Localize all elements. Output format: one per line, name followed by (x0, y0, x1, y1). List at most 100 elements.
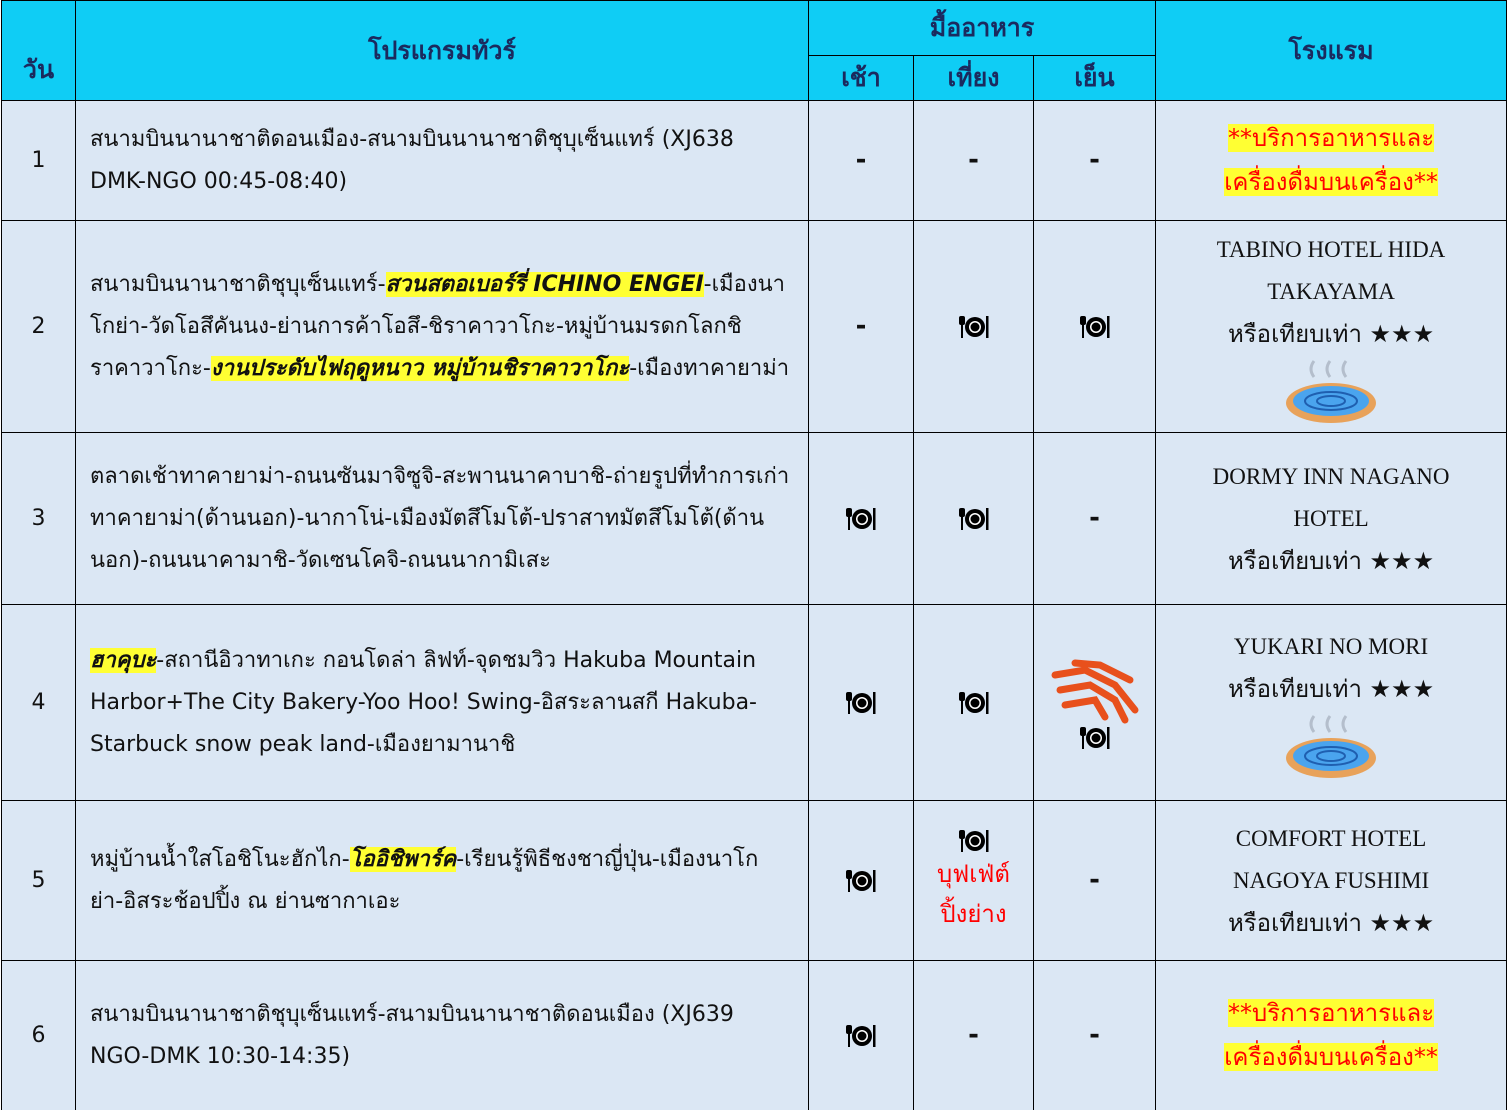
day-cell: 5 (1, 800, 76, 961)
itinerary-row: 4 ฮาคุบะ-สถานีอิวาทาเกะ กอนโดล่า ลิฟท์-จุ… (1, 604, 1507, 801)
meal-cell: - (1032, 960, 1157, 1110)
meal-icon (846, 1024, 876, 1047)
hotel-cell: **บริการอาหารและเครื่องดื่มบนเครื่อง** (1155, 100, 1507, 221)
program-cell: สนามบินนานาชาติชุบุเซ็นแทร์-สวนสตอเบอร์ร… (75, 220, 809, 433)
program-header: โปรแกรมทัวร์ (75, 0, 809, 101)
hotel-note: เครื่องดื่มบนเครื่อง** (1224, 167, 1438, 196)
program-cell: สนามบินนานาชาติชุบุเซ็นแทร์-สนามบินนานาช… (75, 960, 809, 1110)
hotel-note-line: **บริการอาหารและ (1156, 992, 1506, 1036)
hotel-name: YUKARI NO MORI (1233, 633, 1429, 659)
crab-image (1051, 659, 1139, 723)
program-text: -เมืองทาคายาม่า (629, 355, 790, 381)
meal-dash: - (1089, 502, 1100, 533)
meal-cell (808, 800, 914, 961)
program-text: ตลาดเช้าทาคายาม่า-ถนนซันมาจิซูจิ-สะพานนา… (90, 463, 790, 573)
hotel-cell: **บริการอาหารและเครื่องดื่มบนเครื่อง** (1155, 960, 1507, 1110)
itinerary-row: 1 สนามบินนานาชาติดอนเมือง-สนามบินนานาชาติ… (1, 100, 1507, 221)
meal-cell: - (1032, 100, 1157, 221)
meal-cell: บุฟเฟ่ต์ปิ้งย่าง (913, 800, 1034, 961)
meal-dash: - (1089, 1019, 1100, 1050)
hotel-cell: TABINO HOTEL HIDA TAKAYAMA หรือเทียบเท่า … (1155, 220, 1507, 433)
day-cell: 3 (1, 432, 76, 605)
hotel-cell: COMFORT HOTEL NAGOYA FUSHIMI หรือเทียบเท่… (1155, 800, 1507, 961)
hotel-rating: หรือเทียบเท่า ★★★ (1227, 908, 1435, 937)
program-cell: ฮาคุบะ-สถานีอิวาทาเกะ กอนโดล่า ลิฟท์-จุด… (75, 604, 809, 801)
program-highlight: โออิชิพาร์ค (349, 846, 457, 872)
meal-icon (958, 315, 988, 338)
onsen-icon (1286, 714, 1377, 778)
meal-dash: - (1089, 864, 1100, 895)
meal-icon (846, 507, 876, 530)
meal-cell (913, 220, 1034, 433)
program-text: หมู่บ้านน้ำใสโอชิโนะฮักไก- (90, 846, 350, 872)
meal-cell: - (1032, 800, 1157, 961)
hotel-header: โรงแรม (1155, 0, 1507, 101)
meal-icon (958, 507, 988, 530)
program-text: -เมืองนาโกย่า-วัดโอสึคันนง-ย่านการค้าโอส… (90, 271, 785, 381)
meal-cell: - (808, 220, 914, 433)
program-text: สนามบินนานาชาติชุบุเซ็นแทร์- (90, 271, 386, 297)
day-cell: 2 (1, 220, 76, 433)
hotel-name: COMFORT HOTEL NAGOYA FUSHIMI (1232, 825, 1430, 893)
lunch-header: เที่ยง (913, 55, 1034, 101)
program-cell: สนามบินนานาชาติดอนเมือง-สนามบินนานาชาติช… (75, 100, 809, 221)
program-highlight: ฮาคุบะ (90, 647, 157, 673)
meal-dash: - (1089, 144, 1100, 175)
hotel-name: DORMY INN NAGANO HOTEL (1212, 463, 1450, 531)
meal-icon (958, 829, 988, 852)
hotel-note: เครื่องดื่มบนเครื่อง** (1224, 1042, 1438, 1071)
day-cell: 4 (1, 604, 76, 801)
meal-note: บุฟเฟ่ต์ (936, 859, 1010, 888)
meal-icon (1079, 726, 1110, 749)
dinner-header: เย็น (1032, 55, 1157, 101)
hotel-note: **บริการอาหารและ (1227, 123, 1435, 152)
hotel-rating: หรือเทียบเท่า ★★★ (1227, 546, 1435, 575)
table-body: 1 สนามบินนานาชาติดอนเมือง-สนามบินนานาชาติ… (1, 100, 1507, 1110)
itinerary-row: 2 สนามบินนานาชาติชุบุเซ็นแทร์-สวนสตอเบอร์… (1, 220, 1507, 433)
program-cell: หมู่บ้านน้ำใสโอชิโนะฮักไก-โออิชิพาร์ค-เร… (75, 800, 809, 961)
itinerary-row: 3 ตลาดเช้าทาคายาม่า-ถนนซันมาจิซูจิ-สะพานน… (1, 432, 1507, 605)
program-text: สนามบินนานาชาติชุบุเซ็นแทร์-สนามบินนานาช… (90, 1001, 734, 1069)
hotel-name: TABINO HOTEL HIDA TAKAYAMA (1216, 236, 1446, 304)
meal-icon (846, 869, 876, 892)
meal-dash: - (855, 310, 867, 341)
meal-cell (808, 604, 914, 801)
hotel-note-line: เครื่องดื่มบนเครื่อง** (1156, 1036, 1506, 1080)
meal-dash: - (968, 144, 979, 175)
hotel-cell: DORMY INN NAGANO HOTEL หรือเทียบเท่า ★★★ (1155, 432, 1507, 605)
meal-cell (1032, 220, 1157, 433)
program-text: สนามบินนานาชาติดอนเมือง-สนามบินนานาชาติช… (90, 126, 734, 194)
day-header: วัน (1, 0, 76, 101)
itinerary-row: 6 สนามบินนานาชาติชุบุเซ็นแทร์-สนามบินนานา… (1, 960, 1507, 1110)
meal-cell (808, 960, 914, 1110)
hotel-cell: YUKARI NO MORI หรือเทียบเท่า ★★★ (1155, 604, 1507, 801)
day-cell: 6 (1, 960, 76, 1110)
meal-cell (913, 604, 1034, 801)
program-text: -เรียนรู้พิธีชงชาญี่ปุ่น-เมืองนาโกย่า-อิ… (90, 846, 759, 914)
hotel-note-line: เครื่องดื่มบนเครื่อง** (1156, 161, 1506, 205)
program-highlight: สวนสตอเบอร์รี่ ICHINO ENGEI (385, 271, 704, 297)
hotel-note-line: **บริการอาหารและ (1156, 117, 1506, 161)
meal-cell: - (913, 960, 1034, 1110)
meal-icon (846, 691, 876, 714)
meal-note: ปิ้งย่าง (940, 899, 1007, 928)
meal-icon (958, 691, 988, 714)
meal-cell (1032, 604, 1157, 801)
meal-icon (1079, 315, 1110, 338)
program-highlight: งานประดับไฟฤดูหนาว หมู่บ้านชิราคาวาโกะ (210, 355, 630, 381)
meal-dash: - (855, 144, 867, 175)
hotel-note: **บริการอาหารและ (1227, 998, 1435, 1027)
meal-cell: - (913, 100, 1034, 221)
itinerary-row: 5 หมู่บ้านน้ำใสโอชิโนะฮักไก-โออิชิพาร์ค-เ… (1, 800, 1507, 961)
meals-header: มื้ออาหาร (807, 0, 1157, 56)
meal-dash: - (968, 1019, 979, 1050)
meal-cell (913, 432, 1034, 605)
meal-cell: - (1032, 432, 1157, 605)
program-text: -สถานีอิวาทาเกะ กอนโดล่า ลิฟท์-จุดชมวิว … (90, 647, 757, 757)
meal-cell: - (808, 100, 914, 221)
hotel-rating: หรือเทียบเท่า ★★★ (1227, 674, 1435, 703)
hotel-rating: หรือเทียบเท่า ★★★ (1227, 319, 1435, 348)
